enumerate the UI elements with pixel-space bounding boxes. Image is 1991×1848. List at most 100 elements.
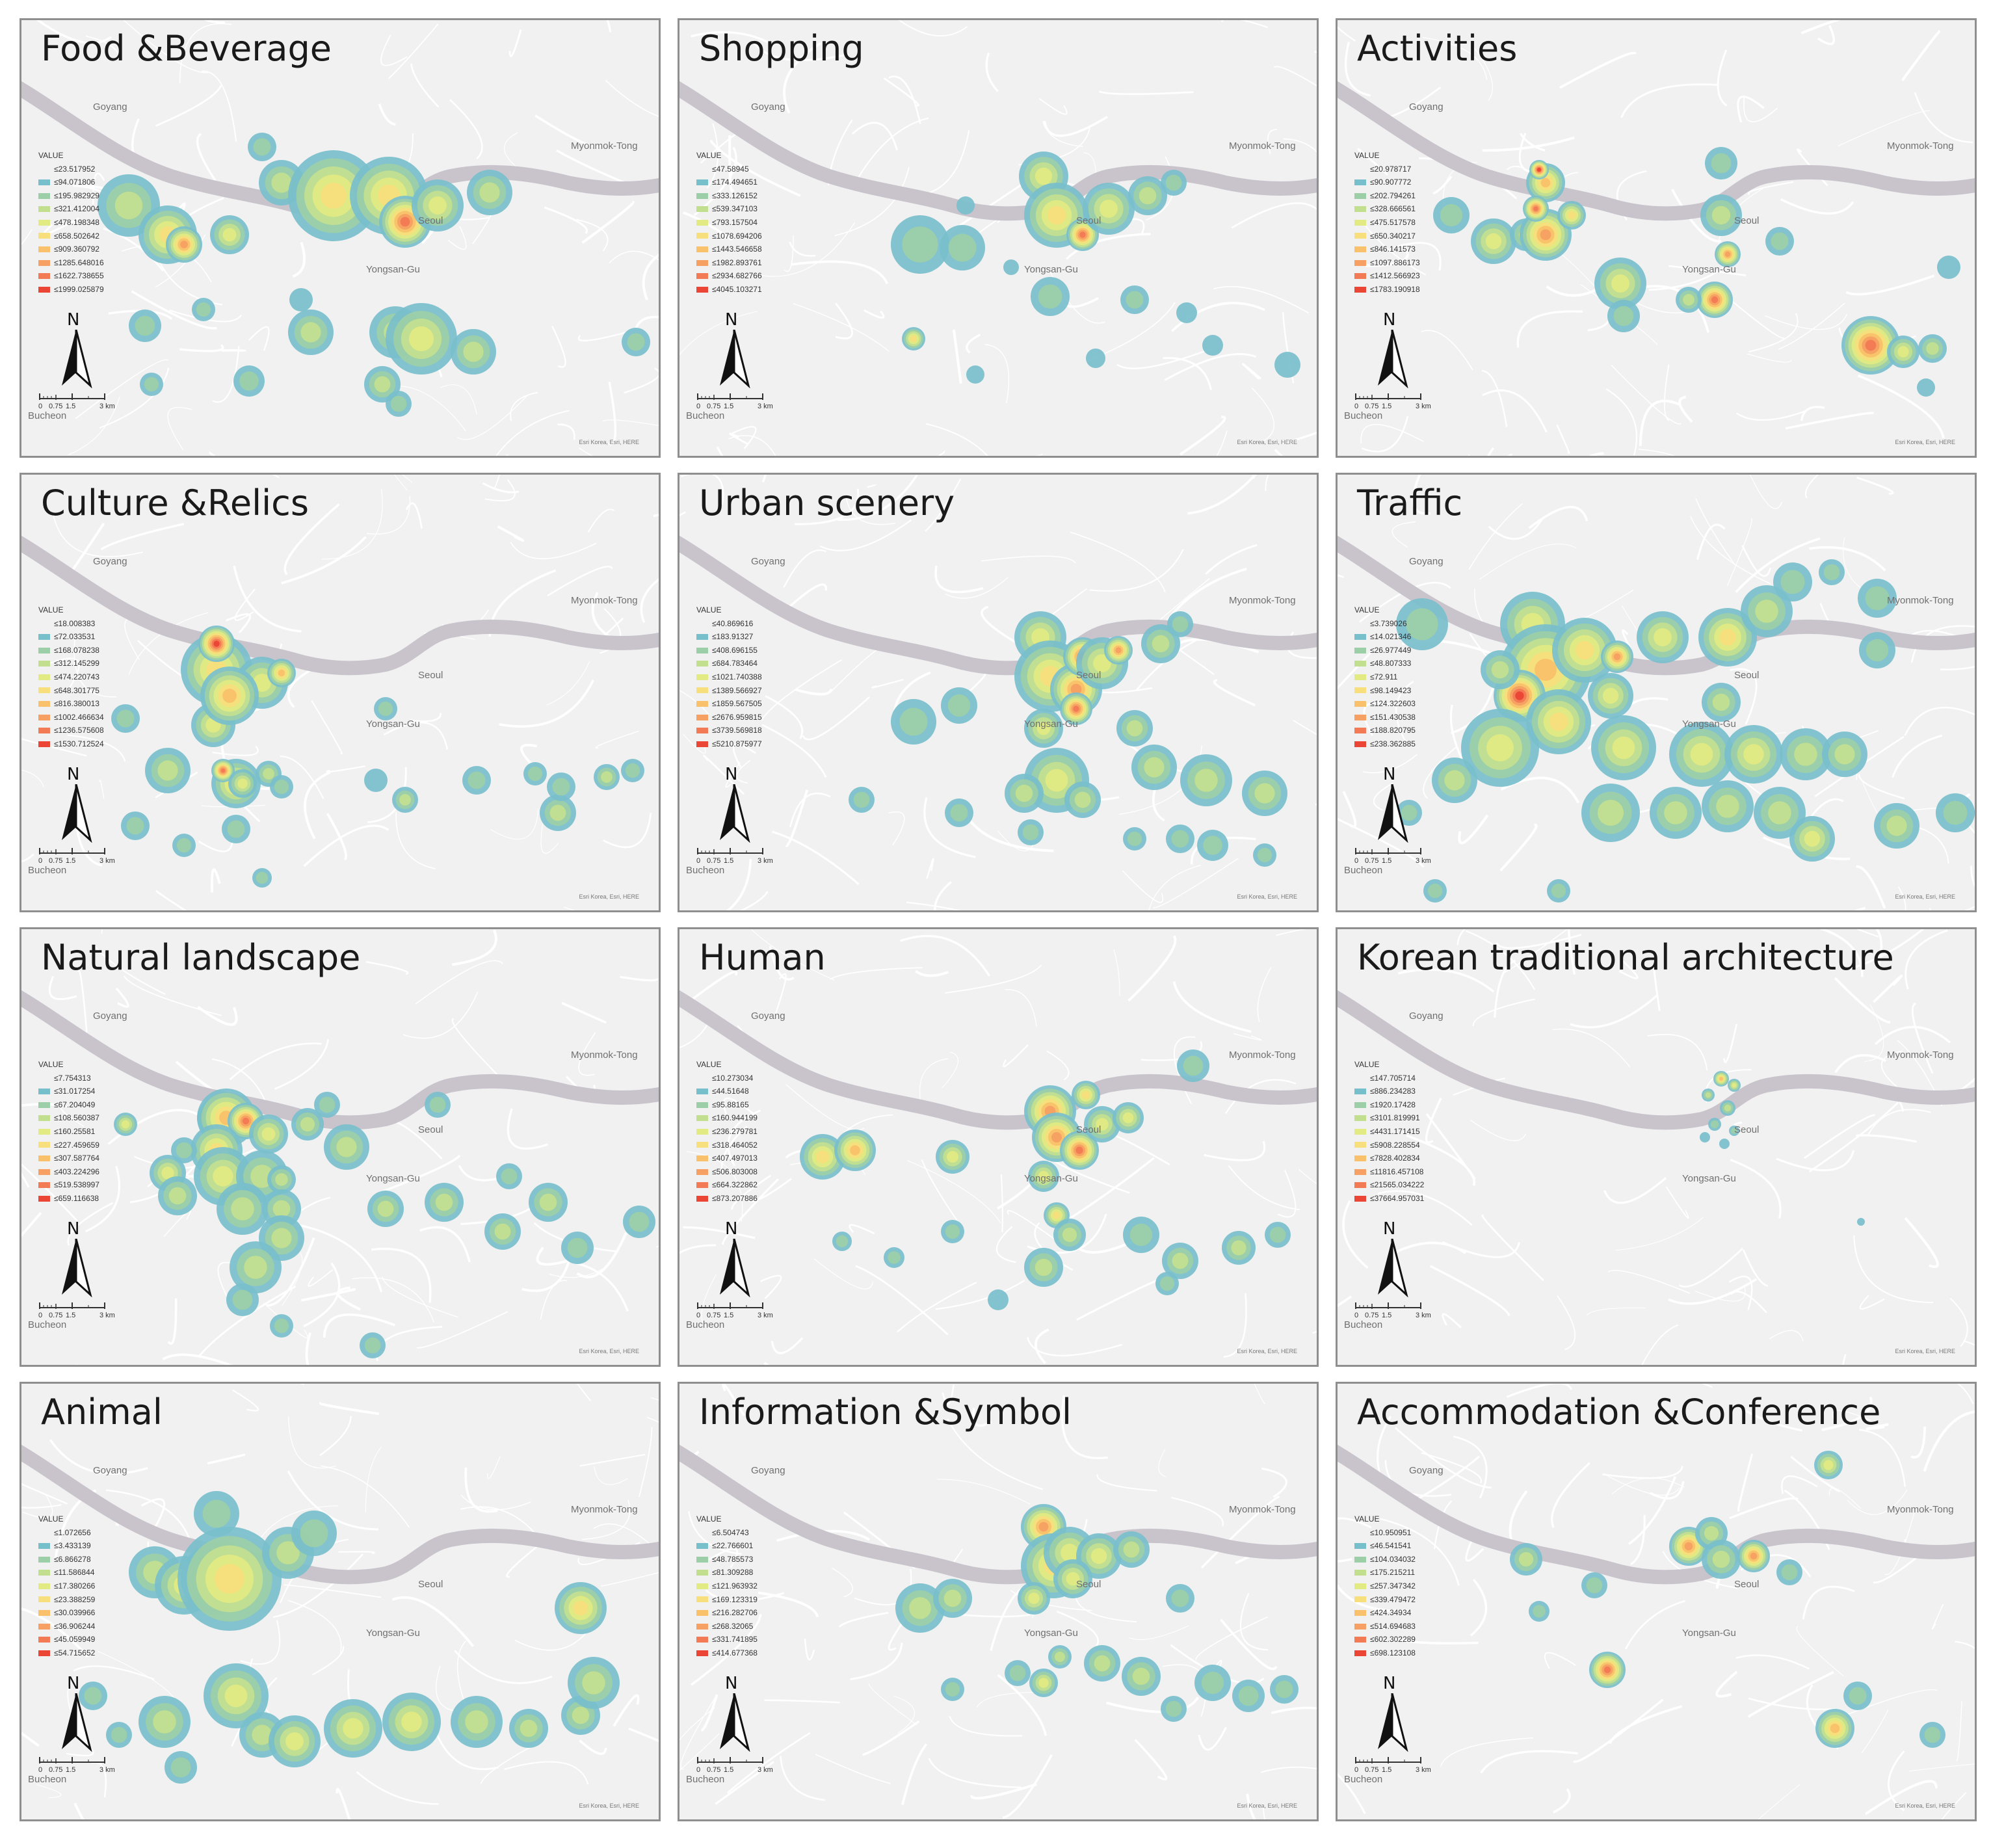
road	[1273, 66, 1317, 87]
road	[1817, 25, 1836, 46]
legend-entry: ≤257.347342	[1354, 1579, 1416, 1593]
road	[1847, 1489, 1908, 1515]
legend-swatch	[696, 1142, 708, 1148]
heat-blob	[891, 215, 949, 274]
legend-value: ≤14.021346	[1370, 632, 1412, 642]
road	[1458, 814, 1489, 845]
road	[1380, 1518, 1460, 1586]
road	[835, 302, 853, 339]
legend-value: ≤6.504743	[712, 1527, 749, 1537]
heat-contour	[176, 838, 192, 853]
heat-contour	[945, 1682, 960, 1697]
legend-entry: ≤3101.819991	[1354, 1111, 1424, 1125]
road	[1884, 1512, 1915, 1576]
legend-swatch	[696, 1075, 708, 1081]
north-arrow: N	[1374, 310, 1410, 388]
map-panel-animal: Animal Goyang Myonmok-Tong Seoul Yongsan…	[20, 1382, 661, 1821]
road	[1856, 865, 1886, 909]
road	[849, 1224, 875, 1235]
road	[1442, 1313, 1462, 1328]
road	[1377, 1190, 1473, 1226]
road	[1200, 1496, 1280, 1569]
place-label-goyang: Goyang	[1409, 1010, 1444, 1022]
road	[1228, 1165, 1300, 1211]
road	[198, 1286, 297, 1358]
road	[579, 447, 593, 456]
legend-entry: ≤98.149423	[1354, 684, 1416, 698]
road	[1778, 302, 1845, 350]
road	[482, 482, 520, 494]
legend-title: VALUE	[38, 1514, 64, 1524]
legend-entry: ≤175.215211	[1354, 1566, 1416, 1579]
road	[263, 1302, 308, 1339]
road	[124, 975, 222, 1016]
heat-contour	[947, 694, 971, 717]
road	[1293, 720, 1317, 735]
road	[311, 1646, 345, 1676]
road	[1838, 110, 1931, 147]
legend-entry: ≤90.907772	[1354, 176, 1420, 189]
legend-swatch	[38, 286, 50, 293]
north-arrow: N	[58, 765, 94, 843]
road	[1338, 817, 1425, 868]
heat-contour	[321, 183, 347, 209]
road	[282, 1251, 303, 1306]
road	[1611, 364, 1682, 425]
legend-entry: ≤846.141573	[1354, 243, 1420, 256]
legend-swatch	[696, 219, 708, 226]
road	[551, 325, 566, 368]
heat-blob	[1700, 1132, 1710, 1142]
heat-contour	[429, 196, 447, 215]
heat-contour	[1238, 1685, 1259, 1706]
heat-density-layer	[1700, 1071, 1865, 1226]
heat-contour	[227, 820, 245, 838]
road	[1315, 803, 1317, 806]
heat-contour	[153, 1710, 176, 1734]
road	[1639, 399, 1680, 446]
road	[1482, 136, 1575, 152]
heat-contour	[573, 1600, 588, 1616]
heat-blob	[1253, 843, 1276, 867]
road-network	[1338, 475, 1975, 910]
road	[634, 315, 659, 330]
road	[942, 1051, 958, 1089]
legend-swatch	[696, 1195, 708, 1202]
road	[1342, 1200, 1369, 1269]
heat-blob	[1919, 1722, 1945, 1748]
road	[1638, 449, 1676, 456]
road	[1062, 1157, 1155, 1224]
heat-blob	[138, 1696, 191, 1748]
road	[1481, 1214, 1544, 1282]
heat-blob	[1702, 780, 1754, 832]
heat-contour	[1780, 570, 1805, 594]
legend-value: ≤539.347103	[712, 204, 758, 214]
road	[155, 890, 187, 910]
legend-value: ≤846.141573	[1370, 244, 1416, 254]
scale-label: 0	[38, 403, 43, 410]
heat-density-layer	[849, 611, 1287, 867]
place-label-goyang: Goyang	[93, 556, 127, 567]
road	[679, 1244, 717, 1254]
legend-swatch	[696, 1583, 708, 1589]
heat-contour	[263, 768, 274, 780]
legend-swatch	[696, 674, 708, 680]
legend-entry: ≤478.198348	[38, 216, 104, 230]
legend-value: ≤909.360792	[54, 244, 99, 254]
road	[1607, 1269, 1690, 1294]
legend-value: ≤514.694683	[1370, 1621, 1416, 1631]
heat-contour	[1159, 1276, 1175, 1291]
heat-contour	[1427, 883, 1443, 899]
road	[140, 1498, 166, 1538]
road	[1796, 1626, 1844, 1676]
legend-value: ≤216.282706	[712, 1608, 758, 1618]
legend-entry: ≤238.362885	[1354, 737, 1416, 751]
road	[888, 811, 905, 846]
scale-bar-graphic	[1355, 1757, 1421, 1763]
road	[1098, 90, 1194, 96]
road	[1472, 998, 1536, 1027]
legend-value: ≤188.820795	[1370, 726, 1416, 735]
map-panel-culture-relics: Culture &Relics Goyang Myonmok-Tong Seou…	[20, 473, 661, 912]
road	[395, 812, 436, 869]
heat-contour	[1712, 693, 1730, 711]
road	[1853, 906, 1866, 910]
